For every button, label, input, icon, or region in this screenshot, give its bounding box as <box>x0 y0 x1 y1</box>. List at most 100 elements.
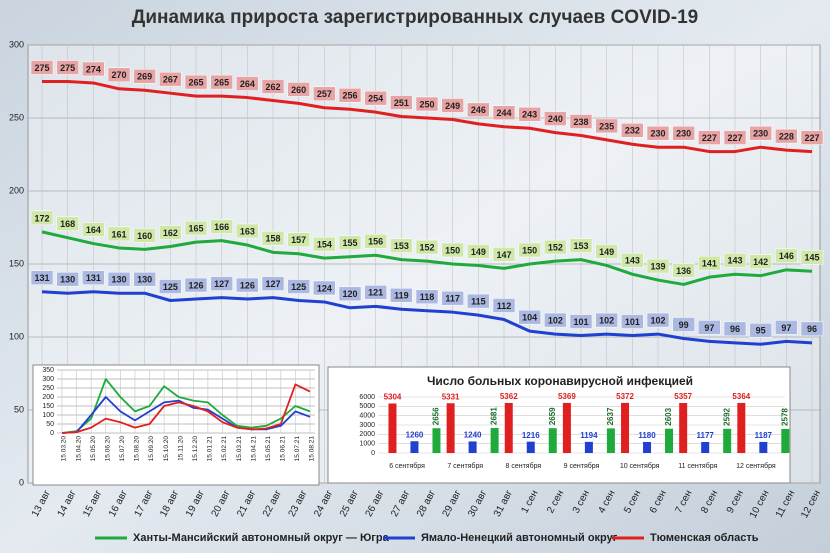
label-box <box>313 86 336 102</box>
label-box <box>595 118 618 134</box>
label-box <box>159 71 182 87</box>
data-label: 5331 <box>442 392 460 401</box>
data-label: 275 <box>60 63 75 73</box>
label-box <box>621 123 644 138</box>
y-tick-label: 50 <box>14 404 24 414</box>
legend: Ханты-Мансийский автономный округ — Югра… <box>95 532 759 544</box>
data-label: 131 <box>86 273 101 283</box>
x-tick-label: 15.06.20 <box>104 436 111 462</box>
bar <box>621 402 630 453</box>
data-label: 149 <box>599 247 614 257</box>
y-tick-label: 4000 <box>359 413 375 420</box>
data-label: 99 <box>679 320 689 330</box>
y-tick-label: 250 <box>9 112 24 122</box>
data-label: 115 <box>471 296 486 306</box>
label-box <box>313 236 336 252</box>
data-label: 1260 <box>406 430 424 439</box>
data-label: 102 <box>548 315 563 325</box>
data-label: 152 <box>419 242 434 252</box>
label-box <box>30 270 54 285</box>
label-box <box>236 76 259 91</box>
data-label: 139 <box>650 261 665 271</box>
label-box <box>646 258 670 274</box>
label-box <box>800 250 824 265</box>
inset-chart: 0 50 100 150 200 250 300 350 15.03.20 15.04.20 15.… <box>42 367 315 461</box>
data-label: 125 <box>291 282 306 292</box>
label-box <box>441 98 464 113</box>
data-label: 2681 <box>490 407 499 425</box>
label-box <box>364 285 387 300</box>
x-tick-label: 15.04.21 <box>250 436 257 462</box>
label-box <box>236 277 259 293</box>
data-label: 154 <box>317 240 332 250</box>
data-label: 158 <box>265 234 280 244</box>
label-box <box>82 61 105 77</box>
data-label: 118 <box>420 292 435 302</box>
data-label: 120 <box>342 289 357 299</box>
data-label: 5304 <box>384 393 402 402</box>
x-tick-label: 15.04.20 <box>75 436 82 462</box>
data-label: 126 <box>188 280 203 290</box>
label-box <box>646 125 670 141</box>
label-box <box>467 293 490 309</box>
label-box <box>646 312 670 328</box>
data-label: 168 <box>60 219 75 229</box>
data-label: 1180 <box>638 431 656 440</box>
data-label: 143 <box>625 256 640 266</box>
legend-label: Тюменская область <box>650 532 759 544</box>
data-label: 161 <box>111 229 126 239</box>
x-tick-label: 15.03.20 <box>61 436 68 462</box>
label-box <box>133 69 156 84</box>
label-box <box>133 228 156 243</box>
y-tick-label: 0 <box>19 477 24 487</box>
inset-bar-chart: Число больных коронавирусной инфекцией 0 1… <box>359 374 789 470</box>
legend-label: Ханты-Мансийский автономный округ — Югра <box>133 532 390 544</box>
data-label: 249 <box>445 101 460 111</box>
label-box <box>82 222 105 237</box>
label-box <box>210 276 233 291</box>
label-box <box>569 314 593 329</box>
chart-title: Динамика прироста зарегистрированных слу… <box>132 7 698 28</box>
data-label: 163 <box>240 226 255 236</box>
label-box <box>56 271 79 287</box>
data-label: 246 <box>471 105 486 115</box>
y-tick-label: 1000 <box>359 441 375 448</box>
data-label: 235 <box>599 121 614 131</box>
data-label: 102 <box>650 315 665 325</box>
data-label: 95 <box>756 326 766 336</box>
data-label: 232 <box>625 126 640 136</box>
label-box <box>723 252 747 268</box>
data-label: 101 <box>573 317 588 327</box>
data-label: 267 <box>163 75 178 85</box>
y-tick-label: 150 <box>9 258 24 268</box>
x-tick-label: 15.07.21 <box>294 436 301 462</box>
label-box <box>723 321 747 337</box>
label-box <box>56 216 79 231</box>
label-box <box>210 74 233 90</box>
x-tick-label: 10 сентября <box>620 462 660 470</box>
label-box <box>672 125 695 141</box>
label-box <box>364 90 387 106</box>
label-box <box>30 210 54 226</box>
label-box <box>390 238 413 253</box>
data-label: 274 <box>86 64 101 74</box>
x-tick-label: 15.07.20 <box>119 436 126 462</box>
bar <box>584 441 593 453</box>
y-tick-label: 100 <box>42 412 54 419</box>
label-box <box>184 74 208 90</box>
label-box <box>775 248 798 264</box>
bar <box>432 428 441 453</box>
label-box <box>800 130 824 145</box>
bar <box>606 428 615 453</box>
data-label: 104 <box>522 313 537 323</box>
data-label: 5372 <box>616 392 634 401</box>
data-label: 121 <box>368 288 383 298</box>
y-tick-label: 150 <box>42 403 54 410</box>
series-line <box>42 80 813 154</box>
data-label: 240 <box>548 114 563 124</box>
data-label: 145 <box>804 253 819 263</box>
data-label: 264 <box>240 79 255 89</box>
bar <box>490 427 499 453</box>
data-label: 244 <box>496 108 511 118</box>
data-label: 269 <box>137 72 152 82</box>
